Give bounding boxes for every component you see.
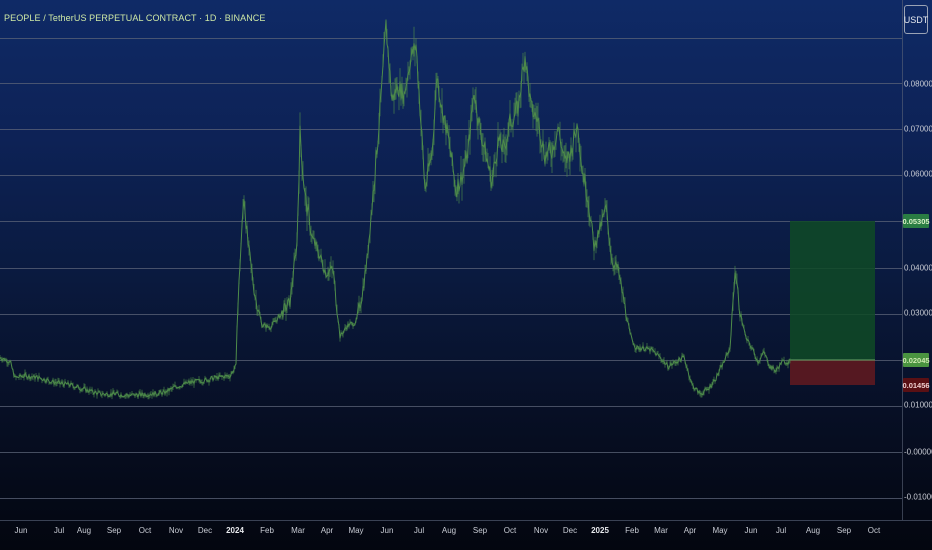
- horizontal-gridlines: [0, 38, 902, 499]
- price-axis-label: -0.01000: [904, 492, 932, 502]
- time-axis-label: May: [712, 526, 728, 535]
- time-axis-label: Oct: [138, 526, 152, 535]
- time-axis-label: May: [348, 526, 364, 535]
- time-axis-label: 2024: [226, 526, 244, 535]
- time-axis-label: Aug: [76, 526, 92, 535]
- time-axis-label: Jun: [14, 526, 28, 535]
- price-axis-label: 0.03000: [904, 308, 932, 318]
- time-axis-label: Feb: [260, 526, 274, 535]
- time-axis-label: Jun: [380, 526, 394, 535]
- price-series: [0, 19, 791, 400]
- time-axis-label: Sep: [836, 526, 852, 535]
- chart-title: PEOPLE / TetherUS PERPETUAL CONTRACT · 1…: [4, 13, 266, 23]
- time-axis-label: Mar: [291, 526, 305, 535]
- time-axis-label: 2025: [591, 526, 609, 535]
- price-axis-label: 0.06000: [904, 169, 932, 179]
- price-axis-label: -0.00000: [904, 447, 932, 457]
- vertical-gridlines: [0, 0, 932, 521]
- time-axis-label: Oct: [867, 526, 881, 535]
- time-axis-label: Dec: [562, 526, 578, 535]
- time-axis-label: Apr: [320, 526, 334, 535]
- price-axis-label: 0.08000: [904, 79, 932, 89]
- time-axis-label: Aug: [805, 526, 821, 535]
- time-axis-label: Jul: [53, 526, 65, 535]
- time-axis-label: Sep: [106, 526, 122, 535]
- price-line: [0, 20, 791, 399]
- time-axis-label: Sep: [472, 526, 488, 535]
- price-axis-label: 0.01000: [904, 400, 932, 410]
- price-axis-label: 0.04000: [904, 263, 932, 273]
- price-wicks: [0, 19, 791, 400]
- time-axis-label: Apr: [683, 526, 697, 535]
- stop-zone[interactable]: [790, 360, 875, 385]
- time-axis-label: Aug: [441, 526, 457, 535]
- time-axis-label: Dec: [197, 526, 213, 535]
- stop-price-tag: 0.01456: [902, 378, 930, 392]
- price-axis-label: 0.07000: [904, 124, 932, 134]
- time-axis-label: Oct: [503, 526, 517, 535]
- currency-selector-button[interactable]: USDT: [904, 5, 928, 34]
- time-axis-label: Jun: [744, 526, 758, 535]
- time-axis-label: Jul: [775, 526, 787, 535]
- time-axis-label: Nov: [533, 526, 549, 535]
- time-axis-label: Jul: [413, 526, 425, 535]
- time-axis-label: Feb: [625, 526, 639, 535]
- target-price-tag: 0.05305: [902, 214, 930, 228]
- time-axis-label: Nov: [168, 526, 184, 535]
- entry-price-tag: 0.02045: [902, 353, 930, 367]
- time-axis-label: Mar: [654, 526, 668, 535]
- target-zone[interactable]: [790, 221, 875, 360]
